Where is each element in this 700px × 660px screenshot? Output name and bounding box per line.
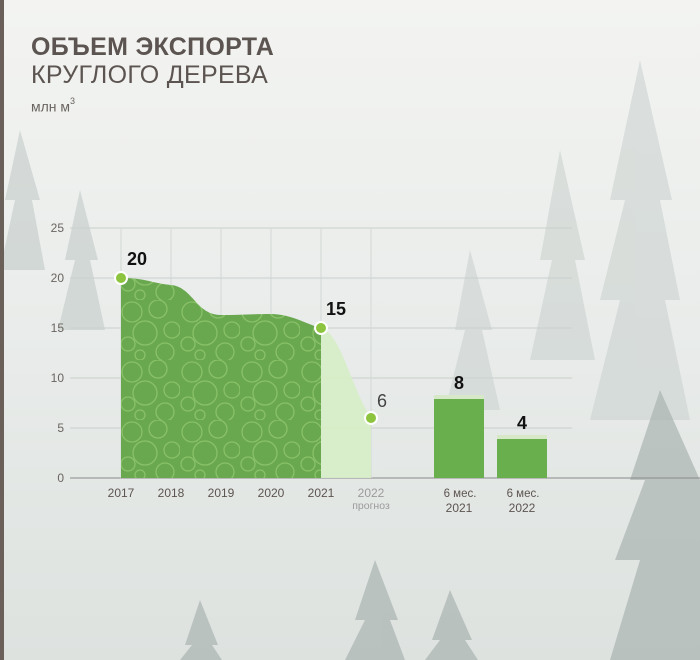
forecast-sublabel: прогноз — [352, 500, 390, 512]
area-historical — [121, 278, 321, 478]
data-point-marker — [114, 271, 128, 285]
bar-2 — [497, 438, 547, 478]
x-tick-label: 2022 — [358, 486, 385, 500]
bar-label-bottom: 2021 — [446, 501, 473, 515]
data-point-label: 15 — [326, 299, 346, 319]
data-point-label: 6 — [377, 391, 387, 411]
chart-title: ОБЪЕМ ЭКСПОРТА КРУГЛОГО ДЕРЕВА — [31, 33, 274, 89]
bar-value-label: 8 — [454, 373, 464, 393]
bar-1 — [434, 398, 484, 478]
data-point-marker — [364, 411, 378, 425]
area-forecast — [321, 328, 371, 478]
y-tick-label: 0 — [57, 471, 64, 485]
bar-label-top: 6 мес. — [444, 488, 477, 500]
data-point-marker — [314, 321, 328, 335]
chart-title-line-2: КРУГЛОГО ДЕРЕВА — [31, 61, 269, 89]
data-point-label: 20 — [127, 249, 147, 269]
bar-label-top: 6 мес. — [507, 488, 540, 500]
y-tick-label: 15 — [51, 321, 65, 335]
x-tick-label: 2019 — [208, 486, 235, 500]
bar-label-bottom: 2022 — [509, 501, 536, 515]
x-tick-label: 2017 — [108, 486, 135, 500]
bar-cap — [434, 395, 484, 399]
y-tick-label: 25 — [51, 221, 65, 235]
unit-text: млн м — [31, 98, 71, 115]
x-tick-label: 2020 — [258, 486, 285, 500]
left-accent-bar — [0, 0, 4, 660]
chart-title-line-1: ОБЪЕМ ЭКСПОРТА — [31, 33, 275, 61]
x-tick-label: 2018 — [158, 486, 185, 500]
y-tick-label: 5 — [57, 421, 64, 435]
y-tick-label: 10 — [51, 371, 65, 385]
unit-label: млн м3 — [31, 96, 76, 115]
unit-superscript: 3 — [70, 96, 76, 106]
bar-cap — [497, 435, 547, 439]
y-tick-label: 20 — [51, 271, 65, 285]
x-tick-label: 2021 — [308, 486, 335, 500]
bar-value-label: 4 — [517, 413, 527, 433]
